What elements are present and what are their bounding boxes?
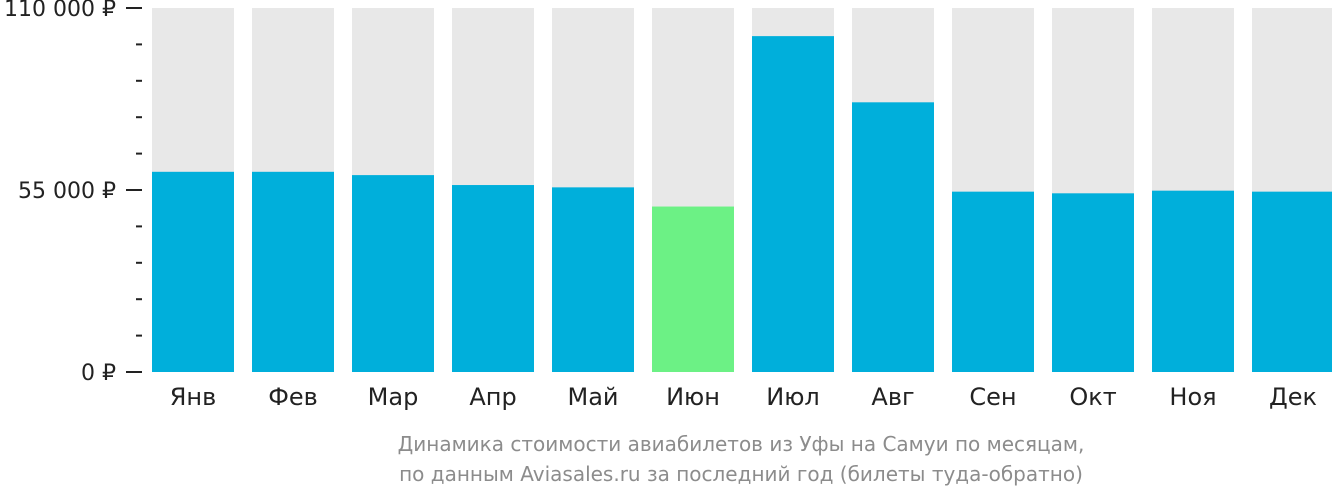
bar-Фев[interactable] [252, 171, 334, 372]
y-tick-label: 110 000 ₽ [4, 0, 116, 22]
bar-Янв[interactable] [152, 171, 234, 372]
x-tick-label: Сен [969, 383, 1016, 411]
x-tick-label: Ноя [1169, 383, 1216, 411]
bar-Дек[interactable] [1252, 191, 1332, 372]
x-tick-label: Июл [766, 383, 820, 411]
bar-Авг[interactable] [852, 102, 934, 373]
x-tick-label: Янв [170, 383, 217, 411]
chart-caption-line-2: по данным Aviasales.ru за последний год … [399, 462, 1083, 486]
price-bar-chart: 0 ₽ 55 000 ₽ 110 000 ₽ Янв Фев Мар Апр Май Июн И… [4, 0, 1332, 411]
x-tick-label: Мар [368, 383, 419, 411]
x-tick-label: Авг [871, 383, 914, 411]
y-axis: 0 ₽ 55 000 ₽ 110 000 ₽ [4, 0, 142, 386]
chart-caption-line-1: Динамика стоимости авиабилетов из Уфы на… [397, 432, 1085, 456]
bar-Июл[interactable] [752, 36, 834, 373]
x-tick-label: Июн [666, 383, 720, 411]
bar-Апр[interactable] [452, 185, 534, 372]
x-tick-label: Фев [268, 383, 318, 411]
x-tick-label: Апр [469, 383, 516, 411]
y-tick-label: 55 000 ₽ [18, 179, 116, 204]
bar-Мар[interactable] [352, 175, 434, 372]
x-tick-label: Окт [1069, 383, 1116, 411]
x-tick-label: Май [567, 383, 618, 411]
x-tick-label: Дек [1269, 383, 1317, 411]
x-axis: Янв Фев Мар Апр Май Июн Июл Авг Сен Окт Ноя Дек [170, 383, 1317, 411]
y-tick-label: 0 ₽ [81, 361, 116, 386]
data-bars [152, 36, 1332, 373]
bar-Май[interactable] [552, 187, 634, 372]
bar-Сен[interactable] [952, 191, 1034, 372]
bar-Окт[interactable] [1052, 193, 1134, 372]
bar-Июн[interactable] [652, 206, 734, 372]
bar-Ноя[interactable] [1152, 190, 1234, 372]
